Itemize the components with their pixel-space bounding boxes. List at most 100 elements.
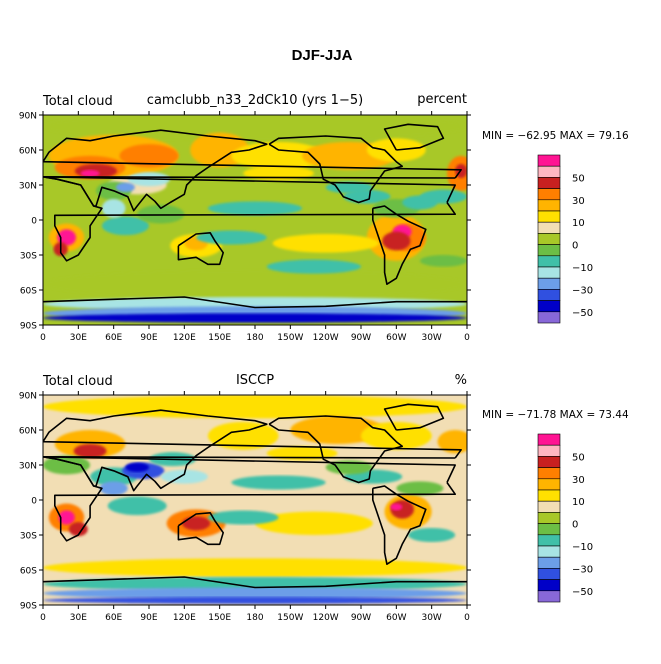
colorbar-swatch [537,289,561,301]
panel-2-lon-axis: 0 30E 60E 90E 120E 150E 180 150W 120W 90W 60W 30W 0 [40,391,470,623]
contour-region [419,189,467,204]
colorbar-swatch [537,300,561,313]
lat-tick-label: 90S [20,602,37,612]
contour-region [43,587,467,600]
panel-1-colorbar: 50 30 10 0 −10 −30 −50 [537,154,593,324]
coastline [372,205,427,285]
contour-region [196,230,267,245]
panel-2-right-label: % [455,373,467,388]
colorbar-swatch [537,165,561,178]
colorbar-swatch [537,266,561,279]
lat-tick-label: 60N [19,427,37,437]
panel-2-left-label: Total cloud [42,374,113,389]
cloud-difference-field [43,395,467,605]
colorbar-swatch [537,255,561,268]
colorbar-swatch [537,556,561,569]
lon-tick-label: 120W [313,333,339,343]
lon-tick-label: 0 [40,333,46,343]
coastline [177,232,224,266]
panel-1-lon-axis: 0 30E 60E 90E 120E 150E 180 150W 120W 90W 60W 30W 0 [40,111,470,343]
colorbar-swatch [537,456,561,468]
contour-region [43,558,467,578]
contour-region [43,596,467,604]
coastline [43,576,467,589]
contour-region [207,421,279,450]
colorbar-swatch [537,467,561,480]
contour-region [207,201,303,216]
map-2-field [42,394,468,606]
contour-region [80,169,100,177]
colorbar-swatch [537,188,561,201]
colorbar-swatch [537,545,561,558]
colorbar-swatch [537,210,561,223]
lat-tick-label: 30S [20,252,37,262]
lat-tick-label: 90S [20,322,37,332]
lon-tick-label: 60E [105,613,122,623]
contour-region [43,577,467,591]
contour-region [396,481,444,496]
colorbar-label: −30 [572,564,593,575]
colorbar-swatch [537,433,561,446]
contour-region [160,469,208,484]
lon-tick-label: 150W [277,333,303,343]
colorbar-label: 30 [572,196,585,207]
colorbar-swatch [537,534,561,547]
colorbar-label: −10 [572,263,593,274]
colorbar-label: −50 [572,587,593,598]
lon-tick-label: 90E [140,333,157,343]
contour-region [107,496,167,516]
lon-tick-label: 180 [246,613,263,623]
colorbar-swatch [537,221,561,234]
map-1-field [42,114,468,326]
contour-region [231,475,326,490]
lat-tick-label: 0 [31,497,37,507]
panel-1-min-max: MIN = −62.95 MAX = 79.16 [482,130,629,142]
contour-region [266,259,361,274]
colorbar-label: 50 [572,452,585,463]
contour-region [325,181,373,194]
contour-region [101,216,149,236]
panel-2: Total cloud ISCCP % MIN = −71.78 MAX = 7… [19,373,629,623]
contour-region [419,255,467,267]
lon-tick-label: 60E [105,333,122,343]
contour-region [290,416,385,444]
contour-region [207,510,279,525]
contour-region [382,231,411,251]
colorbar-swatch [537,568,561,580]
contour-region [43,270,467,299]
lat-tick-label: 30S [20,532,37,542]
figure-title: DJF-JJA [292,47,353,64]
panel-1-center-label: camclubb_n33_2dCk10 (yrs 1−5) [147,93,363,108]
panel-2-min-max: MIN = −71.78 MAX = 73.44 [482,409,629,421]
lon-tick-label: 150W [277,613,303,623]
contour-region [119,144,179,168]
panel-2-colorbar: 50 30 10 0 −10 −30 −50 [537,433,593,603]
colorbar-swatch [537,154,561,167]
coastline [383,403,445,431]
contour-region [343,189,391,204]
lon-tick-label: 30W [421,613,441,623]
coastline [43,296,467,309]
panel-1: Total cloud camclubb_n33_2dCk10 (yrs 1−5… [19,92,629,343]
coastline [43,409,462,492]
lon-tick-label: 120E [173,613,196,623]
lat-tick-label: 90N [19,112,37,122]
lon-tick-label: 150E [208,333,231,343]
lat-tick-label: 60S [20,567,37,577]
coastline [268,415,403,484]
lat-tick-label: 30N [19,182,37,192]
colorbar-swatch [537,177,561,189]
panel-2-center-label: ISCCP [236,373,274,388]
colorbar-label: −50 [572,308,593,319]
panel-2-lat-axis: 90N 60N 30N 0 30S 60S 90S [19,392,471,612]
colorbar-label: −30 [572,285,593,296]
lon-tick-label: 150E [208,613,231,623]
colorbar-swatch [537,277,561,290]
colorbar-swatch [537,244,561,257]
contour-region [43,455,91,475]
colorbar-label: 30 [572,475,585,486]
contour-region [43,313,467,323]
colorbar-label: 10 [572,218,585,229]
contour-region [255,511,373,535]
coastline [43,176,456,262]
